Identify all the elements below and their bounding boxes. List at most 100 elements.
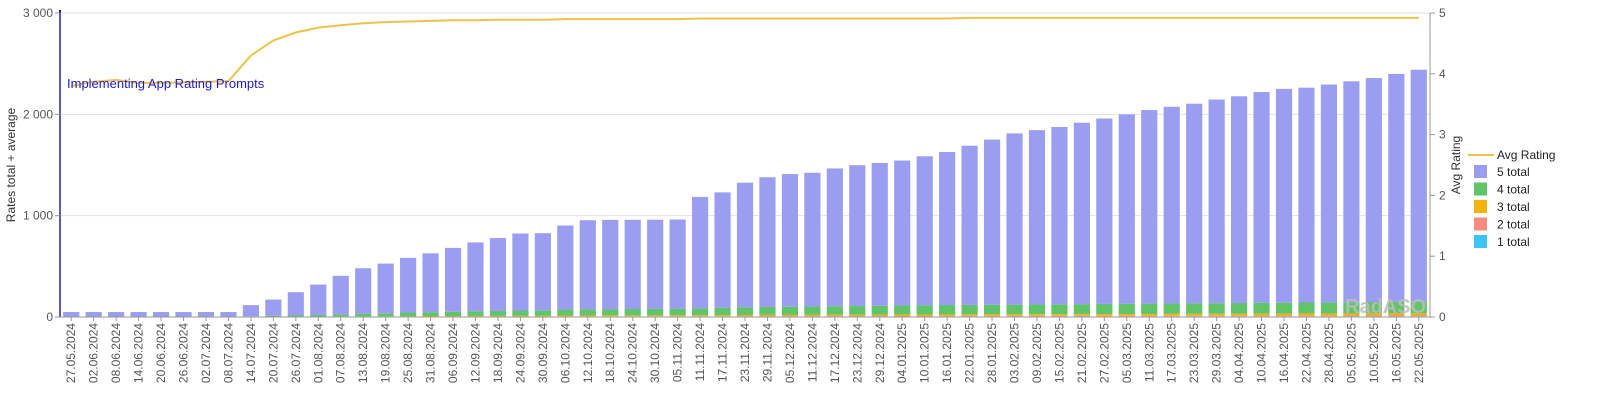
y-axis-right-title: Avg Rating <box>1449 136 1463 194</box>
bar-5-total <box>1006 133 1023 305</box>
bar-3-total <box>1141 313 1158 316</box>
bar-5-total <box>512 233 529 311</box>
y-left-tick-label: 0 <box>46 310 53 324</box>
legend-swatch-2-total <box>1474 217 1487 231</box>
bar-3-total <box>736 314 754 317</box>
bar-4-total <box>939 305 956 315</box>
bar-4-total <box>1028 304 1046 315</box>
bar-3-total <box>983 314 1001 316</box>
bar-5-total <box>1253 92 1270 303</box>
x-tick-label: 17.03.2025 <box>1165 323 1179 383</box>
bar-4-total <box>444 311 462 316</box>
x-tick-label: 06.10.2024 <box>558 323 572 383</box>
bar-2-total <box>871 316 888 317</box>
bar-4-total <box>804 306 821 315</box>
bar-4-total <box>579 309 596 316</box>
bar-5-total <box>781 174 799 307</box>
x-tick-label: 24.09.2024 <box>513 323 527 383</box>
bar-4-total <box>1275 302 1293 314</box>
bar-3-total <box>1186 313 1203 316</box>
bar-5-total <box>736 182 754 308</box>
bar-4-total <box>894 305 911 315</box>
legend-swatch-5-total <box>1474 165 1487 178</box>
bar-2-total <box>1320 315 1338 317</box>
bar-3-total <box>557 315 574 317</box>
x-tick-label: 13.08.2024 <box>356 323 370 383</box>
bar-3-total <box>916 314 933 316</box>
bar-5-total <box>557 225 574 310</box>
bar-5-total <box>691 196 709 309</box>
bar-5-total <box>265 299 282 316</box>
bar-4-total <box>1388 301 1405 314</box>
y-right-tick-label: 3 <box>1439 128 1446 142</box>
x-tick-label: 18.10.2024 <box>603 323 617 383</box>
y-right-tick-label: 4 <box>1439 67 1446 81</box>
x-tick-label: 30.09.2024 <box>536 323 550 383</box>
bar-5-total <box>1208 99 1225 304</box>
bar-3-total <box>422 315 439 317</box>
bar-4-total <box>1410 301 1427 314</box>
bar-5-total <box>1073 122 1090 305</box>
bar-4-total <box>826 306 843 315</box>
bar-5-total <box>939 152 956 306</box>
bar-2-total <box>1118 315 1135 317</box>
bar-5-total <box>1275 88 1293 303</box>
chart-legend: Avg Rating 5 total 4 total 3 total 2 total 1 … <box>1468 148 1555 249</box>
bar-3-total <box>1298 313 1315 316</box>
bar-5-total <box>714 192 731 308</box>
bar-3-total <box>1051 314 1068 316</box>
legend-label-avg-rating: Avg Rating <box>1497 148 1555 162</box>
bar-2-total <box>916 315 933 317</box>
bar-2-total <box>1051 315 1068 317</box>
bar-4-total <box>512 310 529 316</box>
bar-5-total <box>1163 106 1180 304</box>
legend-swatch-4-total <box>1474 182 1487 196</box>
bar-3-total <box>624 315 641 317</box>
bar-4-total <box>849 306 866 315</box>
bar-3-total <box>1208 313 1225 316</box>
legend-label-5-total: 5 total <box>1497 165 1530 179</box>
bar-3-total <box>1275 313 1293 316</box>
x-tick-label: 17.12.2024 <box>828 323 842 383</box>
bar-4-total <box>287 315 304 317</box>
bar-5-total <box>1231 96 1248 304</box>
bar-3-total <box>1028 314 1046 316</box>
bar-5-total <box>983 139 1001 305</box>
x-tick-label: 10.05.2025 <box>1367 323 1381 383</box>
x-tick-label: 08.06.2024 <box>109 323 123 383</box>
x-tick-label: 20.06.2024 <box>154 323 168 383</box>
bar-4-total <box>961 304 978 315</box>
bar-3-total <box>939 314 956 316</box>
bar-3-total <box>871 314 888 317</box>
x-tick-label: 26.07.2024 <box>289 323 303 383</box>
x-tick-label: 10.04.2025 <box>1255 323 1269 383</box>
x-tick-label: 28.04.2025 <box>1322 323 1336 383</box>
x-tick-label: 14.06.2024 <box>132 323 146 383</box>
bar-3-total <box>691 315 709 317</box>
bar-5-total <box>1096 118 1113 304</box>
bar-3-total <box>804 314 821 317</box>
bar-series <box>63 69 1427 318</box>
bar-2-total <box>759 316 776 317</box>
bar-2-total <box>1186 315 1203 317</box>
x-tick-label: 23.12.2024 <box>850 323 864 383</box>
x-tick-label: 01.08.2024 <box>311 323 325 383</box>
bar-5-total <box>197 312 215 317</box>
bar-5-total <box>602 219 619 310</box>
bar-4-total <box>400 312 417 317</box>
x-tick-label: 22.04.2025 <box>1299 323 1313 383</box>
bar-4-total <box>736 307 754 315</box>
bar-5-total <box>489 238 507 312</box>
bar-4-total <box>647 308 664 316</box>
x-tick-label: 27.02.2025 <box>1097 323 1111 383</box>
bar-4-total <box>1320 302 1338 314</box>
bar-3-total <box>1163 313 1180 316</box>
bar-3-total <box>1073 314 1090 316</box>
bar-3-total <box>1320 313 1338 316</box>
legend-label-2-total: 2 total <box>1497 218 1530 232</box>
bar-2-total <box>1028 315 1046 317</box>
bar-2-total <box>1208 315 1225 317</box>
bar-4-total <box>265 315 282 317</box>
bar-5-total <box>826 168 843 307</box>
bar-3-total <box>781 314 799 317</box>
